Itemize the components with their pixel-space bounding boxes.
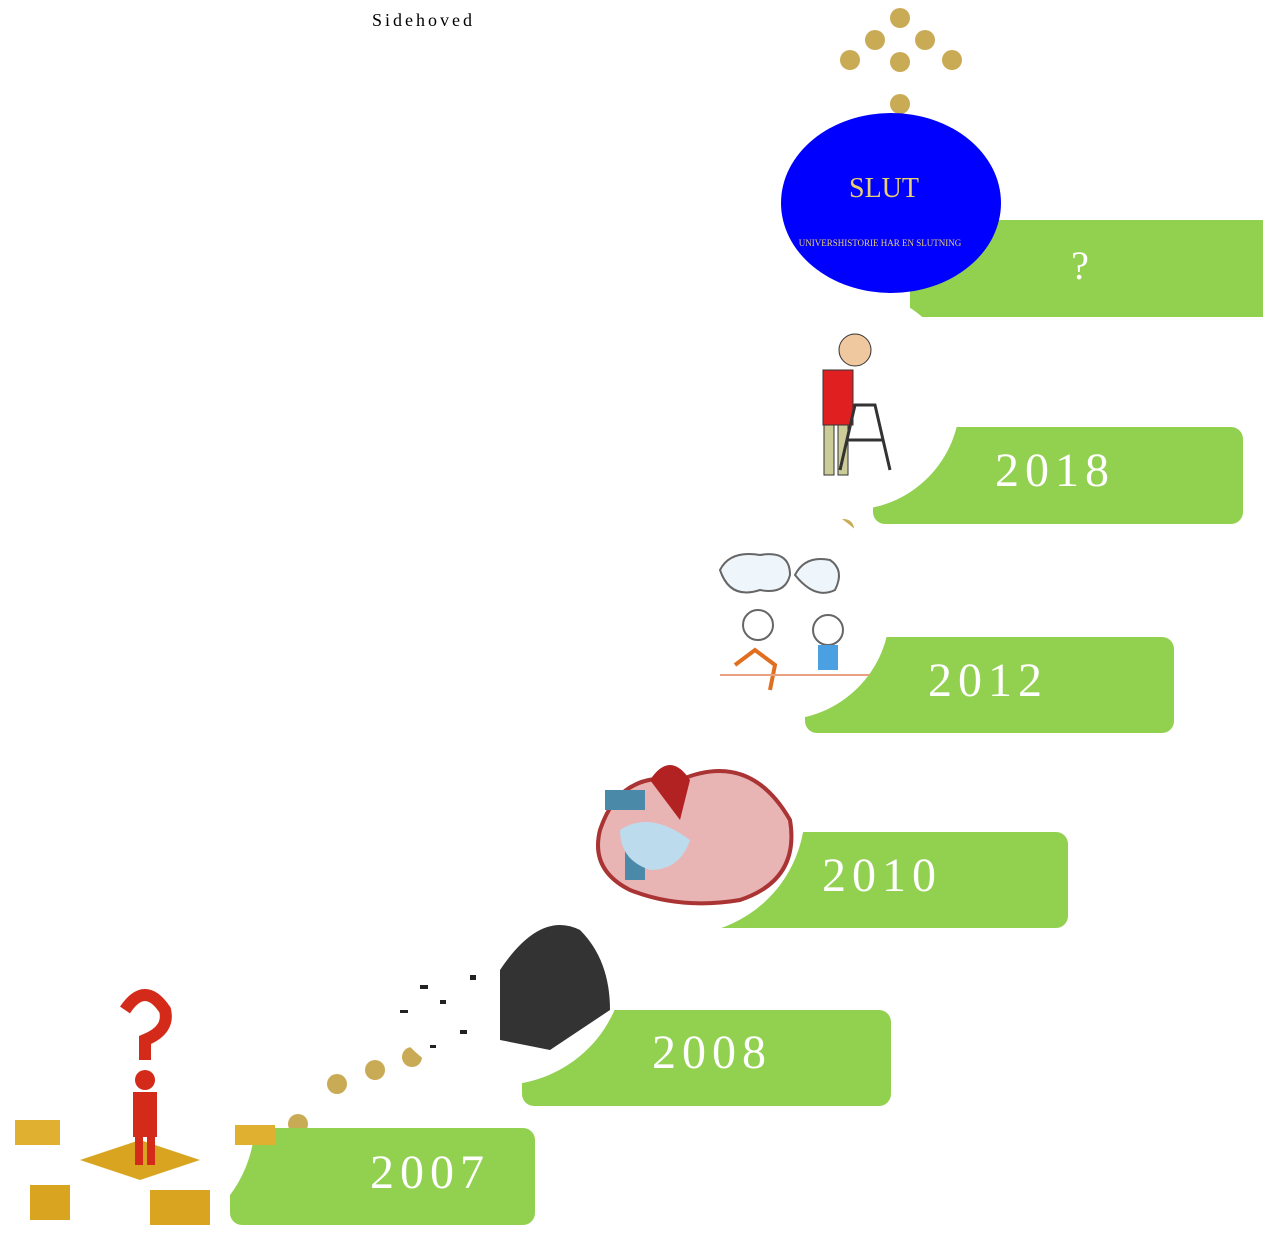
step-label: 2012 <box>928 654 1048 707</box>
end-title: SLUT <box>849 173 919 204</box>
step-label: 2008 <box>652 1026 772 1079</box>
step-label: 2018 <box>995 444 1115 497</box>
step-label: 2010 <box>822 849 942 902</box>
page-header: Sidehoved <box>372 10 475 30</box>
step-label: 2007 <box>370 1146 490 1199</box>
end-badge: SLUT UNIVERSHISTORIE HAR EN SLUTNING <box>781 113 1001 293</box>
timeline: Sidehoved <box>0 0 1263 1241</box>
end-caption: UNIVERSHISTORIE HAR EN SLUTNING <box>799 238 962 248</box>
step-label: ? <box>1071 243 1095 288</box>
